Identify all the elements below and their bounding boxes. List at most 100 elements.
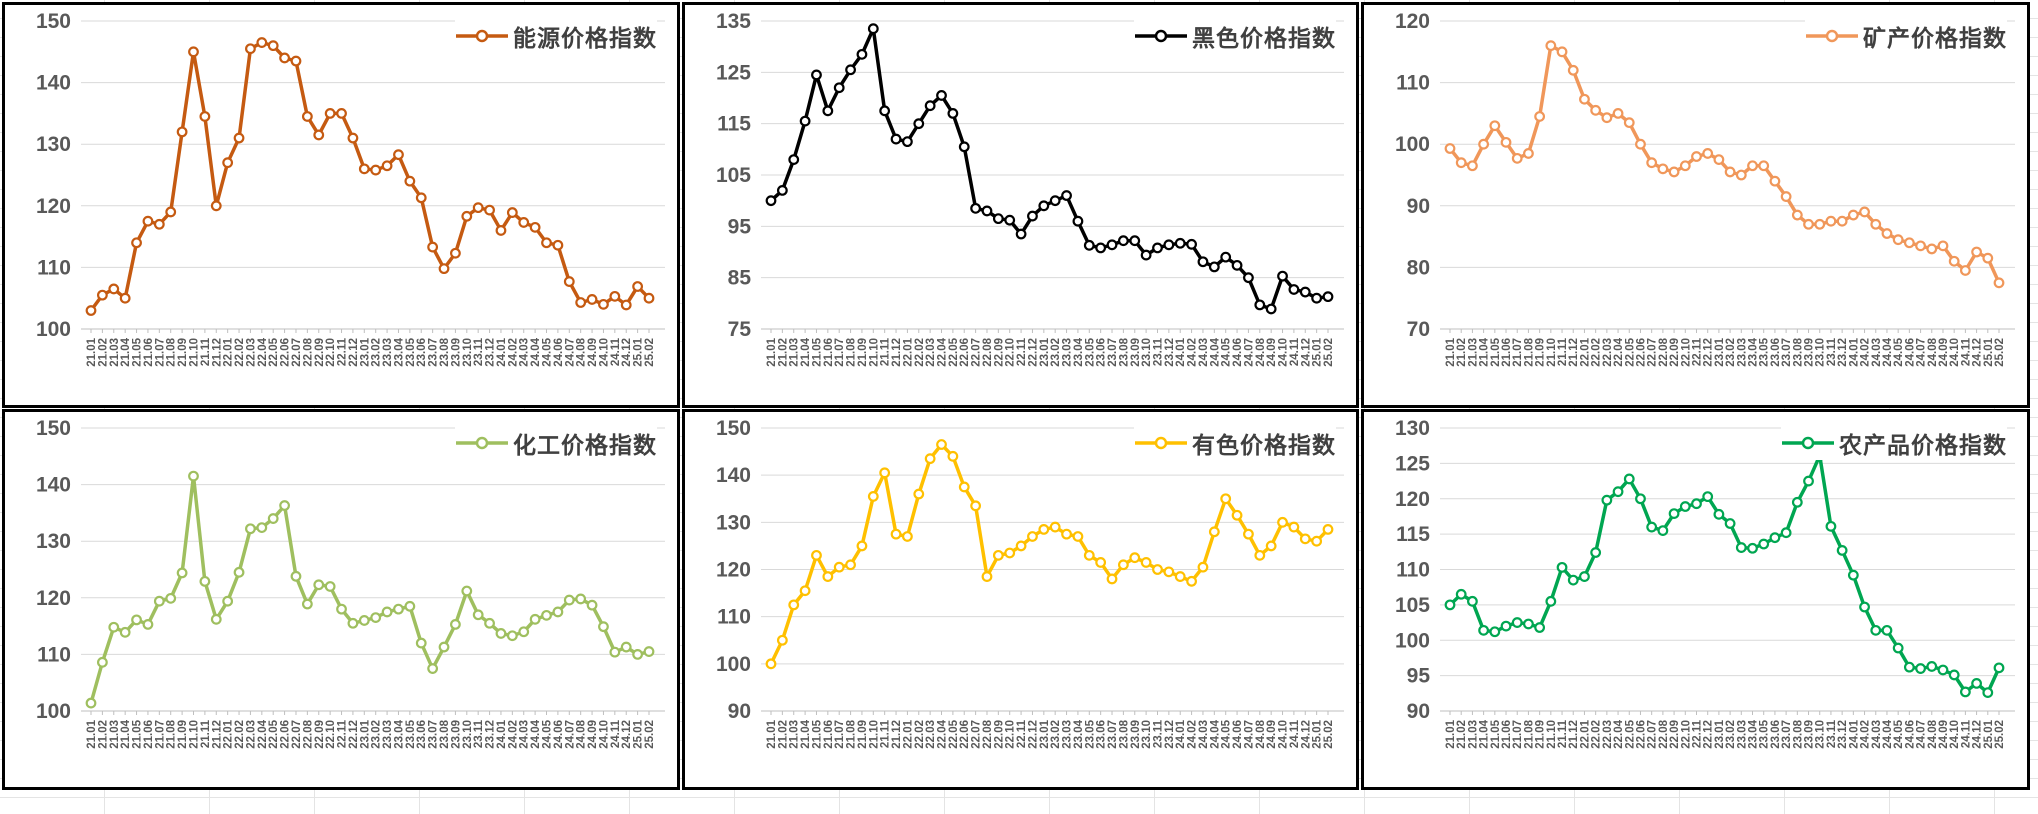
data-point-marker [336,107,347,119]
x-tick-label: 23.01 [1714,337,1726,366]
data-point-marker [879,467,891,479]
data-point-marker [119,626,131,638]
data-point-marker [1072,531,1084,542]
data-point-marker [199,111,211,122]
x-tick-label: 23.12 [485,338,497,367]
data-point-marker [529,613,541,625]
data-point-marker [856,48,868,60]
x-tick-label: 24.11 [1960,719,1972,748]
y-tick-label: 100 [1395,133,1430,156]
x-tick-label: 21.05 [1490,719,1502,748]
y-tick-label: 120 [36,195,71,218]
data-point-marker [1892,642,1904,654]
data-point-marker [427,241,439,253]
data-point-marker [1220,493,1232,505]
data-point-marker [301,598,313,610]
data-point-marker [1825,215,1837,227]
x-tick-label: 22.02 [914,338,926,367]
data-point-marker [1657,163,1669,175]
data-point-marker [563,276,575,287]
data-point-marker [1163,239,1175,251]
data-point-marker [1254,549,1266,561]
data-point-marker [776,184,788,196]
data-point-marker [85,305,97,316]
x-tick-label: 25.02 [1323,720,1335,749]
data-point-marker [1015,540,1027,552]
data-point-marker [811,549,822,561]
x-tick-label: 21.10 [868,720,880,749]
x-tick-label: 22.01 [1579,719,1591,748]
x-tick-label: 23.01 [359,719,371,748]
x-tick-label: 23.10 [462,720,474,749]
data-point-marker [1713,508,1725,520]
x-tick-label: 21.08 [1523,337,1535,366]
data-point-marker [393,149,404,161]
y-tick-label: 150 [716,417,751,440]
x-tick-label: 21.08 [846,337,858,366]
data-point-marker [1545,40,1557,52]
x-tick-label: 22.06 [1635,720,1647,749]
data-point-marker [131,614,142,626]
data-point-marker [96,656,108,668]
data-point-marker [1129,235,1141,247]
data-point-marker [1601,112,1613,124]
y-tick-label: 90 [728,700,751,723]
x-tick-label: 23.05 [1759,719,1771,748]
data-point-marker [245,43,256,55]
data-point-marker [1004,547,1016,559]
data-point-marker [992,549,1004,561]
x-tick-label: 24.10 [1949,720,1961,749]
x-tick-label: 21.10 [1546,338,1558,367]
y-tick-label: 125 [1395,452,1430,475]
x-tick-label: 24.02 [507,720,519,749]
x-tick-label: 22.06 [280,720,292,749]
x-tick-label: 24.02 [1860,720,1872,749]
x-tick-label: 23.03 [382,720,394,749]
x-tick-label: 23.04 [393,719,405,748]
data-point-marker [1691,151,1702,162]
y-tick-label: 140 [36,72,71,95]
data-point-marker [1095,557,1107,568]
x-tick-label: 21.11 [880,337,892,366]
x-tick-label: 21.01 [766,337,778,366]
y-tick-label: 135 [716,10,751,33]
x-tick-label: 21.09 [177,338,189,367]
data-point-marker [1937,240,1949,252]
data-point-marker [609,290,621,302]
x-tick-label: 22.09 [993,338,1005,367]
x-tick-label: 24.10 [598,338,610,367]
data-point-marker [1769,175,1781,187]
x-tick-label: 21.09 [1535,338,1547,367]
x-tick-label: 23.02 [1725,338,1737,367]
x-tick-label: 23.03 [1736,338,1748,367]
y-tick-label: 150 [36,10,71,33]
data-point-marker [188,46,199,58]
data-point-marker [776,634,788,646]
data-point-marker [153,218,165,230]
data-point-marker [153,595,165,607]
x-tick-label: 23.06 [1096,338,1108,367]
data-point-marker [279,52,290,64]
data-point-marker [1702,491,1714,503]
data-point-marker [936,439,947,450]
data-point-marker [347,617,359,629]
data-point-marker [1299,533,1311,545]
data-point-marker [1140,249,1152,261]
x-tick-label: 21.12 [1568,720,1580,749]
x-tick-label: 24.09 [1938,720,1950,749]
x-tick-label: 23.11 [473,337,485,366]
data-point-marker [1523,148,1534,159]
data-point-marker [484,617,495,629]
data-point-marker [1478,624,1490,636]
x-tick-label: 24.07 [564,720,576,749]
data-point-marker [1444,143,1456,154]
x-tick-label: 22.12 [1703,720,1715,749]
x-tick-label: 23.05 [405,337,417,366]
chart-panel-black: 黑色价格指数 75 85 95 105 115 125 135 21.01 21.02 21.03… [682,2,1359,408]
y-tick-label: 120 [1395,10,1430,33]
data-point-marker [1083,239,1095,251]
data-point-marker [1197,561,1209,573]
x-tick-label: 22.09 [314,720,326,749]
data-point-marker [222,157,234,169]
data-point-marker [1646,521,1658,533]
